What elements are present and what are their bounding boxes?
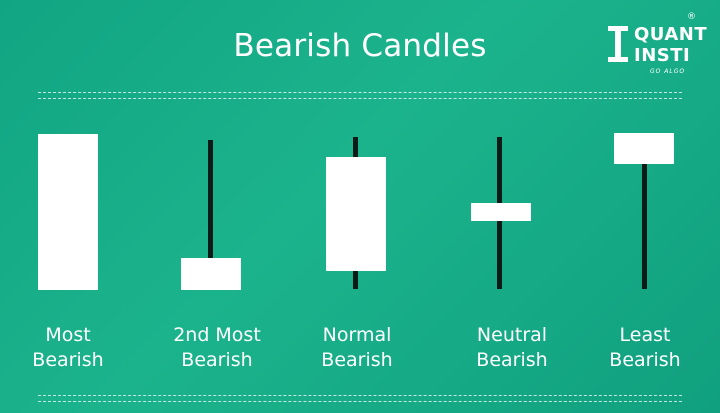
logo-mark-icon (608, 26, 628, 62)
label-2nd-most-bearish: 2nd Most Bearish (157, 323, 277, 373)
label-line-2: Bearish (321, 349, 393, 371)
candle-body (471, 203, 531, 221)
page-title: Bearish Candles (233, 28, 487, 64)
logo-text-insti: INSTI (634, 45, 691, 66)
label-line-1: Least (619, 324, 671, 346)
label-line-2: Bearish (32, 349, 104, 371)
label-line-1: Normal (322, 324, 392, 346)
candle-wick (642, 160, 647, 289)
top-divider-2 (38, 98, 682, 99)
bottom-divider-1 (38, 395, 682, 396)
registered-mark: ® (687, 12, 696, 22)
candle-2nd-most-bearish (181, 140, 241, 290)
label-most-bearish: Most Bearish (8, 323, 128, 373)
logo-text-quant: QUANT (634, 24, 708, 45)
candle-body (38, 134, 98, 290)
candle-body (181, 258, 241, 290)
candle-least-bearish (614, 133, 674, 289)
candle-normal-bearish (326, 137, 386, 289)
label-line-1: Neutral (476, 324, 548, 346)
quantinsti-logo: QUANT INSTI GO ALGO ® (606, 12, 707, 78)
label-least-bearish: Least Bearish (585, 323, 705, 373)
label-line-1: 2nd Most (173, 324, 261, 346)
candle-neutral-bearish (471, 137, 531, 289)
label-line-2: Bearish (181, 349, 253, 371)
candle-body (326, 157, 386, 271)
candle-body (614, 133, 674, 164)
label-line-2: Bearish (609, 349, 681, 371)
label-line-2: Bearish (476, 349, 548, 371)
candle-most-bearish (38, 134, 98, 290)
label-line-1: Most (45, 324, 91, 346)
label-normal-bearish: Normal Bearish (297, 323, 417, 373)
top-divider-1 (38, 92, 682, 93)
bottom-divider-2 (38, 401, 682, 402)
label-neutral-bearish: Neutral Bearish (452, 323, 572, 373)
candle-wick (208, 140, 213, 262)
logo-tagline: GO ALGO (650, 68, 686, 75)
